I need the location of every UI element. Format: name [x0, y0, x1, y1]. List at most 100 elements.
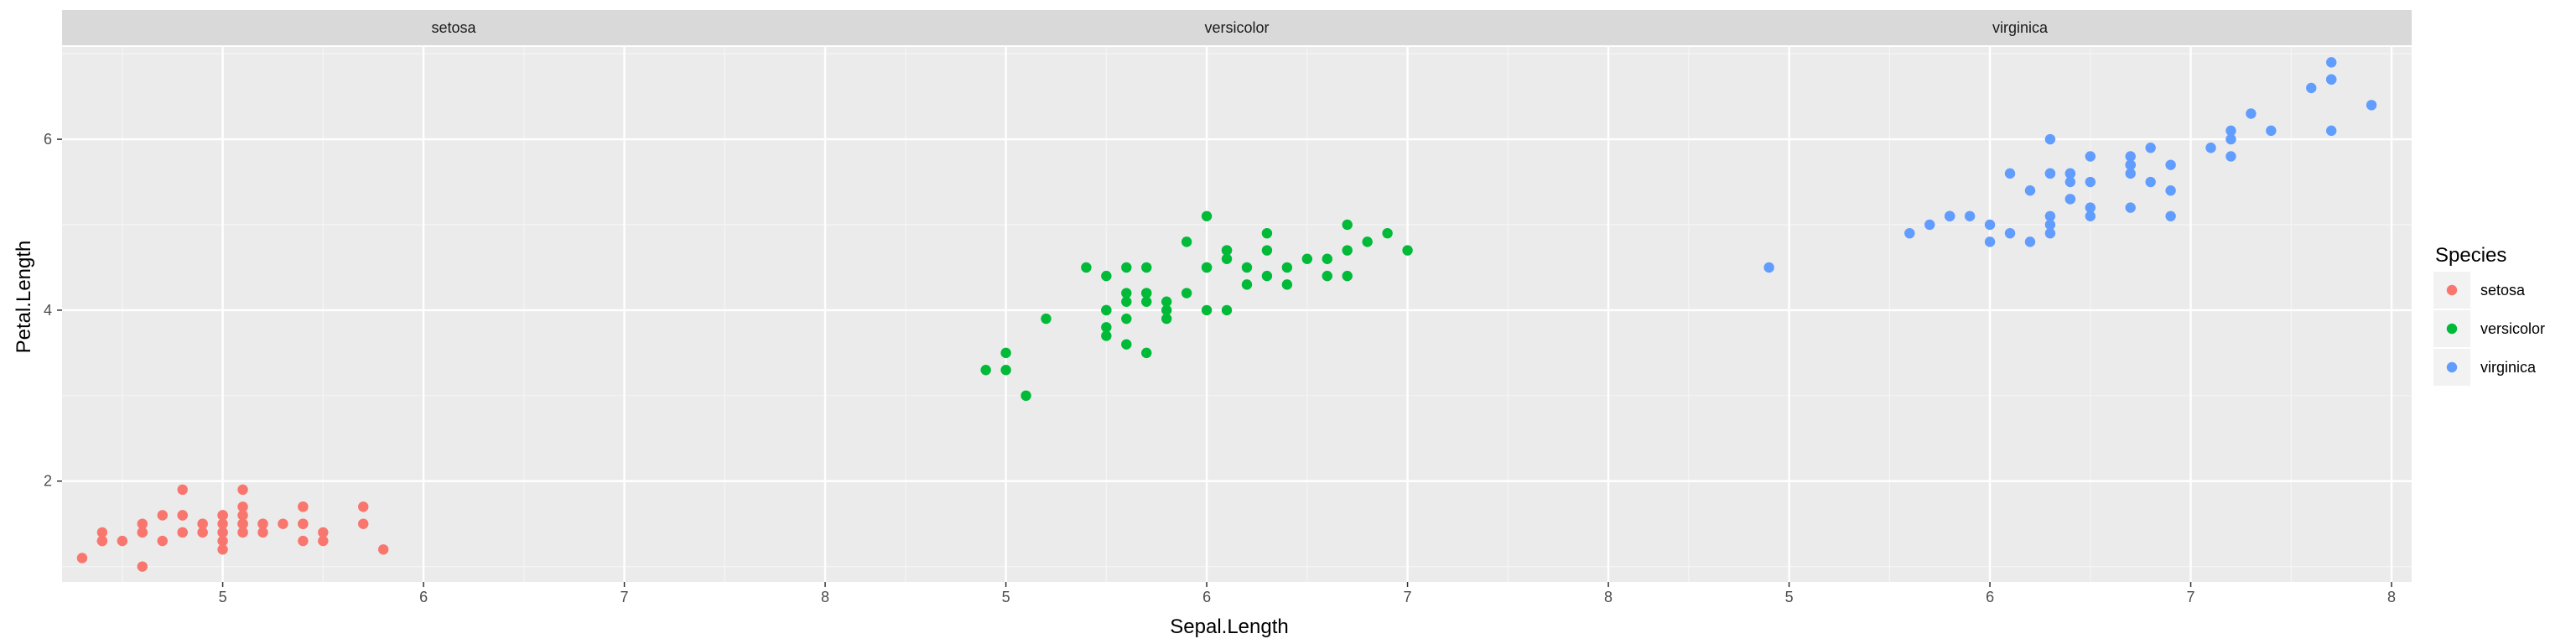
data-point — [237, 527, 248, 538]
data-point — [1161, 313, 1172, 325]
data-point — [257, 518, 268, 529]
legend-marker — [2446, 361, 2458, 373]
data-point — [237, 484, 248, 496]
data-point — [318, 527, 329, 538]
data-point — [217, 527, 228, 538]
data-point — [137, 561, 148, 572]
data-point — [1181, 236, 1192, 247]
data-point — [2246, 108, 2257, 119]
panel-background — [1628, 47, 2412, 582]
data-point — [217, 518, 228, 529]
data-point — [358, 518, 369, 529]
data-point — [217, 535, 228, 547]
data-point — [1201, 304, 1213, 316]
data-point — [1924, 219, 1935, 231]
data-point — [1281, 279, 1293, 290]
data-point — [1121, 288, 1132, 299]
data-point — [377, 544, 389, 555]
legend-marker — [2446, 284, 2458, 296]
data-point — [1121, 296, 1132, 307]
x-axis-title: Sepal.Length — [1170, 615, 1288, 638]
data-point — [1221, 304, 1233, 316]
legend-item-versicolor: versicolor — [2433, 310, 2545, 347]
data-point — [2306, 82, 2317, 94]
data-point — [318, 535, 329, 547]
data-point — [1201, 210, 1213, 221]
x-tick-label: 6 — [1202, 589, 1211, 605]
data-point — [2125, 159, 2136, 170]
facet-panel-setosa: setosa 5 6 7 8 2 4 6 — [44, 10, 845, 605]
data-point — [1261, 245, 1273, 256]
data-point — [177, 527, 188, 538]
data-point — [1301, 253, 1313, 264]
data-point — [237, 518, 248, 529]
data-point — [2125, 202, 2136, 213]
data-point — [2125, 168, 2136, 179]
data-point — [197, 518, 208, 529]
data-point — [2085, 210, 2096, 221]
x-tick-label: 5 — [1002, 589, 1010, 605]
x-tick-label: 6 — [419, 589, 428, 605]
data-point — [2004, 227, 2016, 239]
data-point — [1763, 262, 1774, 273]
data-point — [2064, 168, 2076, 179]
data-point — [1181, 288, 1192, 299]
data-point — [1904, 227, 1915, 239]
data-point — [2044, 227, 2056, 239]
data-point — [2165, 159, 2176, 170]
data-point — [1201, 262, 1213, 273]
data-point — [2064, 176, 2076, 188]
data-point — [1041, 313, 1052, 325]
data-point — [2085, 202, 2096, 213]
data-point — [1101, 270, 1112, 282]
data-point — [1322, 253, 1332, 264]
legend-item-setosa: setosa — [2433, 272, 2526, 309]
data-point — [2326, 74, 2337, 85]
data-point — [1964, 210, 1976, 221]
data-point — [1161, 304, 1172, 316]
data-point — [257, 527, 268, 538]
data-point — [137, 527, 148, 538]
data-point — [2145, 176, 2156, 188]
data-point — [1984, 219, 1996, 231]
data-point — [2125, 151, 2136, 162]
data-point — [1342, 270, 1353, 282]
facet-strip — [1628, 10, 2412, 45]
data-point — [76, 553, 88, 564]
series-points-versicolor — [980, 210, 1413, 402]
x-tick-label: 8 — [2387, 589, 2396, 605]
legend-label: setosa — [2480, 282, 2526, 299]
facet-strip — [62, 10, 845, 45]
data-point — [1281, 262, 1293, 273]
x-tick-label: 8 — [821, 589, 829, 605]
y-tick-label: 4 — [44, 302, 52, 319]
data-point — [177, 484, 188, 496]
data-point — [2064, 194, 2076, 205]
data-point — [1000, 365, 1011, 376]
data-point — [157, 535, 168, 547]
data-point — [177, 510, 188, 521]
x-tick-label: 5 — [219, 589, 227, 605]
data-point — [1161, 296, 1172, 307]
legend-label: virginica — [2480, 359, 2537, 376]
data-point — [217, 544, 228, 555]
y-axis-title: Petal.Length — [13, 241, 35, 354]
data-point — [980, 365, 991, 376]
x-tick-label: 7 — [2187, 589, 2195, 605]
data-point — [197, 527, 208, 538]
series-points-setosa — [76, 484, 389, 572]
data-point — [2165, 210, 2176, 221]
data-point — [1322, 270, 1332, 282]
x-tick-label: 7 — [1404, 589, 1412, 605]
facet-strip-label: versicolor — [1204, 19, 1269, 36]
data-point — [1342, 245, 1353, 256]
data-point — [2366, 100, 2377, 111]
data-point — [2225, 125, 2236, 137]
data-point — [298, 535, 309, 547]
data-point — [1021, 390, 1031, 402]
data-point — [2326, 125, 2337, 137]
data-point — [2044, 133, 2056, 145]
x-tick-label: 8 — [1604, 589, 1613, 605]
data-point — [1101, 330, 1112, 341]
